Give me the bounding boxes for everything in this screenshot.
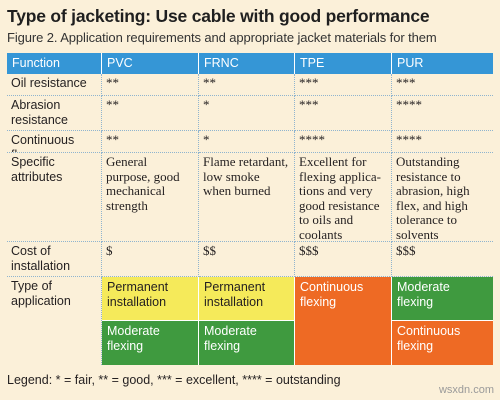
- cell-application-pvc-permanent: Permanent installation: [102, 277, 199, 321]
- cell-cost-pvc: $: [102, 242, 199, 277]
- header-pvc: PVC: [102, 53, 199, 74]
- cell-oil-tpe: ***: [295, 74, 392, 96]
- cell-cost-frnc: $$: [199, 242, 295, 277]
- cell-attributes-pur: Outstanding resistance to abrasion, high…: [392, 153, 493, 242]
- cell-application-frnc-permanent: Permanent installation: [199, 277, 295, 321]
- cell-oil-pur: ***: [392, 74, 493, 96]
- row-label-specific-attributes: Specific attributes: [7, 153, 102, 242]
- cell-abrasion-pvc: **: [102, 96, 199, 131]
- cell-flex-pur: ****: [392, 131, 493, 153]
- cell-abrasion-pur: ****: [392, 96, 493, 131]
- cell-application-tpe-continuous: Continuous flexing: [295, 277, 392, 365]
- cell-application-frnc-moderate: Moderate flexing: [199, 321, 295, 365]
- row-label-abrasion-resistance: Abrasion resistance: [7, 96, 102, 131]
- row-label-type-of-application: Type of application: [7, 277, 102, 365]
- cell-attributes-tpe: Excellent for flexing applica-tions and …: [295, 153, 392, 242]
- header-tpe: TPE: [295, 53, 392, 74]
- header-function: Function: [7, 53, 102, 74]
- cell-cost-tpe: $$$: [295, 242, 392, 277]
- cell-attributes-pvc: General purpose, good mechanical strengt…: [102, 153, 199, 242]
- row-label-cost-of-installation: Cost of installation: [7, 242, 102, 277]
- row-label-continuous-flex: Continuous flex: [7, 131, 102, 153]
- legend: Legend: * = fair, ** = good, *** = excel…: [7, 373, 341, 387]
- cell-application-pur-moderate: Moderate flexing: [392, 277, 493, 321]
- figure-title: Type of jacketing: Use cable with good p…: [7, 6, 430, 26]
- cell-oil-frnc: **: [199, 74, 295, 96]
- header-frnc: FRNC: [199, 53, 295, 74]
- watermark: wsxdn.com: [438, 384, 494, 396]
- cell-flex-pvc: **: [102, 131, 199, 153]
- cell-abrasion-tpe: ***: [295, 96, 392, 131]
- cell-abrasion-frnc: *: [199, 96, 295, 131]
- cell-flex-tpe: ****: [295, 131, 392, 153]
- figure-caption: Figure 2. Application requirements and a…: [7, 30, 437, 45]
- cell-attributes-frnc: Flame retardant, low smoke when burned: [199, 153, 295, 242]
- cell-flex-frnc: *: [199, 131, 295, 153]
- row-label-oil-resistance: Oil resistance: [7, 74, 102, 96]
- cell-cost-pur: $$$: [392, 242, 493, 277]
- cell-application-pvc-moderate: Moderate flexing: [102, 321, 199, 365]
- cell-oil-pvc: **: [102, 74, 199, 96]
- cell-application-pur-continuous: Continuous flexing: [392, 321, 493, 365]
- comparison-table: Function PVC FRNC TPE PUR Oil resistance…: [7, 53, 493, 365]
- header-pur: PUR: [392, 53, 493, 74]
